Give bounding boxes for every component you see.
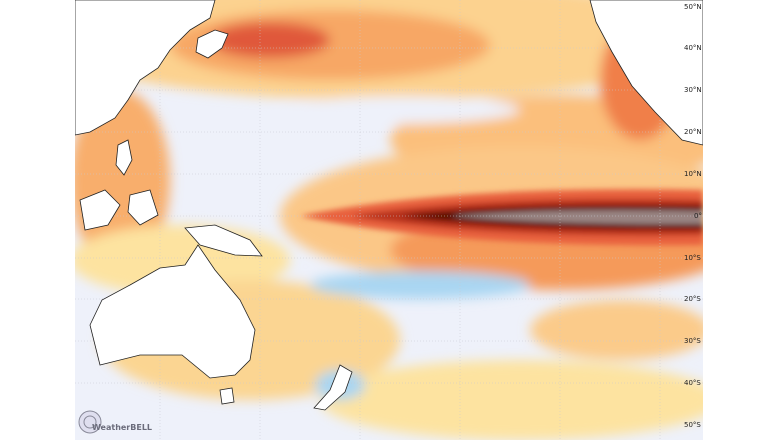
lat-label: 40°N [684, 44, 702, 52]
watermark-text: WeatherBELL [92, 423, 152, 432]
lat-label: 30°S [684, 337, 701, 345]
lat-label: 10°S [684, 254, 701, 262]
lat-label: 10°N [684, 170, 702, 178]
land [75, 0, 703, 411]
lat-label: 50°N [684, 3, 702, 11]
lat-label: 30°N [684, 86, 702, 94]
sst-anomaly-field [75, 0, 703, 440]
lat-label: 0° [694, 212, 702, 220]
lat-label: 40°S [684, 379, 701, 387]
latitude-labels: 50°N 40°N 30°N 20°N 10°N 0° 10°S 20°S 30… [684, 3, 702, 429]
lat-label: 50°S [684, 421, 701, 429]
grid [75, 0, 703, 440]
watermark: WeatherBELL [78, 410, 152, 434]
lat-label: 20°S [684, 295, 701, 303]
lat-label: 20°N [684, 128, 702, 136]
